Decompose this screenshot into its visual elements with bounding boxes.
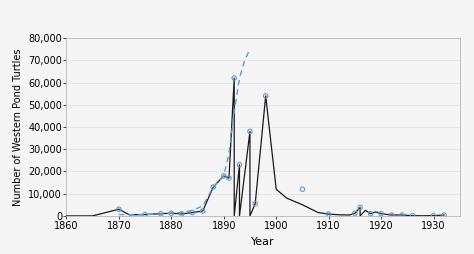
Exponential Model-Fitted Data (200, 204, 206, 208)
Exponential Model-Fitted Data (179, 211, 184, 214)
Combined Reported and Model-Fitted Data (247, 214, 253, 217)
Line: Exponential Model-Fitted Data: Exponential Model-Fitted Data (119, 49, 250, 215)
Exponential Model-Fitted Data (237, 76, 242, 80)
Combined Reported and Model-Fitted Data (431, 214, 437, 217)
Combined Reported and Model-Fitted Data (247, 130, 253, 133)
Reported Terrapin Market Data (251, 202, 259, 206)
Combined Reported and Model-Fitted Data (179, 212, 184, 215)
Combined Reported and Model-Fitted Data (237, 214, 242, 217)
Line: Combined Reported and Model-Fitted Data: Combined Reported and Model-Fitted Data (66, 78, 444, 216)
Reported Terrapin Market Data (430, 214, 438, 218)
Combined Reported and Model-Fitted Data (90, 214, 95, 217)
Exponential Model-Fitted Data (158, 212, 164, 215)
Exponential Model-Fitted Data (226, 152, 232, 155)
Combined Reported and Model-Fitted Data (399, 213, 405, 216)
Reported Terrapin Market Data (236, 163, 243, 167)
Combined Reported and Model-Fitted Data (273, 188, 279, 191)
X-axis label: Year: Year (251, 237, 275, 247)
Reported Terrapin Market Data (141, 213, 149, 217)
Combined Reported and Model-Fitted Data (357, 214, 363, 217)
Combined Reported and Model-Fitted Data (378, 212, 384, 215)
Combined Reported and Model-Fitted Data (168, 212, 174, 215)
Reported Terrapin Market Data (157, 212, 164, 216)
Reported Terrapin Market Data (220, 174, 228, 178)
Reported Terrapin Market Data (210, 185, 217, 189)
Reported Terrapin Market Data (246, 129, 254, 134)
Combined Reported and Model-Fitted Data (237, 163, 242, 166)
Reported Terrapin Market Data (299, 187, 306, 191)
Combined Reported and Model-Fitted Data (347, 213, 353, 216)
Reported Terrapin Market Data (262, 94, 270, 98)
Combined Reported and Model-Fitted Data (158, 212, 164, 215)
Reported Terrapin Market Data (440, 213, 448, 217)
Exponential Model-Fitted Data (210, 185, 216, 188)
Combined Reported and Model-Fitted Data (315, 211, 321, 214)
Combined Reported and Model-Fitted Data (252, 202, 258, 205)
Combined Reported and Model-Fitted Data (420, 214, 426, 217)
Reported Terrapin Market Data (115, 207, 123, 211)
Y-axis label: Number of Western Pond Turtles: Number of Western Pond Turtles (13, 48, 23, 206)
Reported Terrapin Market Data (351, 211, 359, 215)
Exponential Model-Fitted Data (242, 59, 247, 62)
Exponential Model-Fitted Data (221, 174, 227, 177)
Combined Reported and Model-Fitted Data (410, 214, 415, 217)
Reported Terrapin Market Data (189, 211, 196, 215)
Reported Terrapin Market Data (199, 209, 207, 213)
Combined Reported and Model-Fitted Data (389, 213, 394, 216)
Combined Reported and Model-Fitted Data (441, 213, 447, 216)
Combined Reported and Model-Fitted Data (221, 174, 227, 177)
Combined Reported and Model-Fitted Data (116, 208, 122, 211)
Reported Terrapin Market Data (230, 76, 238, 80)
Combined Reported and Model-Fitted Data (284, 197, 290, 200)
Exponential Model-Fitted Data (247, 48, 253, 51)
Combined Reported and Model-Fitted Data (357, 206, 363, 209)
Combined Reported and Model-Fitted Data (190, 211, 195, 214)
Combined Reported and Model-Fitted Data (127, 213, 132, 216)
Exponential Model-Fitted Data (231, 110, 237, 113)
Reported Terrapin Market Data (398, 213, 406, 217)
Reported Terrapin Market Data (377, 212, 385, 216)
Combined Reported and Model-Fitted Data (300, 203, 305, 206)
Exponential Model-Fitted Data (116, 213, 122, 216)
Combined Reported and Model-Fitted Data (231, 214, 237, 217)
Reported Terrapin Market Data (409, 214, 416, 218)
Combined Reported and Model-Fitted Data (226, 177, 232, 180)
Combined Reported and Model-Fitted Data (326, 213, 331, 216)
Combined Reported and Model-Fitted Data (231, 76, 237, 80)
Combined Reported and Model-Fitted Data (210, 185, 216, 188)
Reported Terrapin Market Data (325, 212, 332, 216)
Combined Reported and Model-Fitted Data (373, 210, 379, 213)
Reported Terrapin Market Data (367, 212, 374, 216)
Combined Reported and Model-Fitted Data (336, 213, 342, 216)
Reported Terrapin Market Data (178, 212, 185, 216)
Reported Terrapin Market Data (225, 176, 233, 180)
Reported Terrapin Market Data (388, 213, 395, 217)
Exponential Model-Fitted Data (168, 212, 174, 215)
Exponential Model-Fitted Data (142, 213, 148, 216)
Reported Terrapin Market Data (356, 205, 364, 210)
Combined Reported and Model-Fitted Data (352, 212, 358, 215)
Exponential Model-Fitted Data (190, 209, 195, 212)
Combined Reported and Model-Fitted Data (263, 94, 269, 97)
Combined Reported and Model-Fitted Data (142, 213, 148, 216)
Reported Terrapin Market Data (167, 211, 175, 215)
Combined Reported and Model-Fitted Data (64, 214, 69, 217)
Combined Reported and Model-Fitted Data (368, 212, 374, 215)
Combined Reported and Model-Fitted Data (200, 210, 206, 213)
Combined Reported and Model-Fitted Data (363, 209, 368, 212)
